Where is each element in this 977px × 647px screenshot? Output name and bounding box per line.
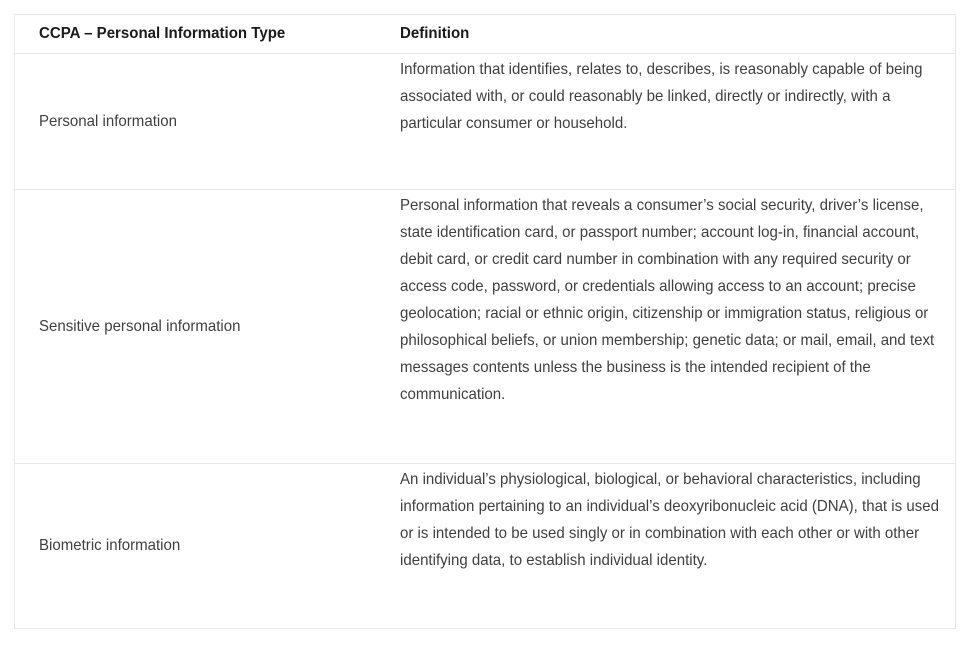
type-label: Personal information: [39, 112, 177, 130]
table-row-biometric-information: Biometric information An individual’s ph…: [14, 463, 956, 629]
table-row-sensitive-personal-information: Sensitive personal information Personal …: [14, 189, 956, 464]
column-header-definition: Definition: [375, 14, 956, 54]
table-header-row: CCPA – Personal Information Type Definit…: [14, 14, 956, 54]
definition-cell: An individual’s physiological, biologica…: [375, 463, 956, 629]
column-header-type-label: CCPA – Personal Information Type: [39, 25, 286, 42]
type-label: Biometric information: [39, 537, 181, 554]
definition-text: Personal information that reveals a cons…: [399, 197, 934, 403]
type-cell: Biometric information: [14, 463, 376, 629]
table-row-personal-information: Personal information Information that id…: [14, 53, 956, 190]
type-label: Sensitive personal information: [39, 317, 241, 335]
ccpa-definitions-table: CCPA – Personal Information Type Definit…: [14, 14, 956, 629]
definition-cell: Personal information that reveals a cons…: [375, 189, 956, 464]
type-cell: Personal information: [14, 53, 376, 190]
definition-text: Information that identifies, relates to,…: [399, 61, 923, 132]
type-cell: Sensitive personal information: [14, 189, 376, 464]
definition-cell: Information that identifies, relates to,…: [375, 53, 956, 190]
column-header-type: CCPA – Personal Information Type: [14, 14, 376, 54]
column-header-definition-label: Definition: [399, 25, 469, 42]
definition-text: An individual’s physiological, biologica…: [399, 471, 939, 569]
